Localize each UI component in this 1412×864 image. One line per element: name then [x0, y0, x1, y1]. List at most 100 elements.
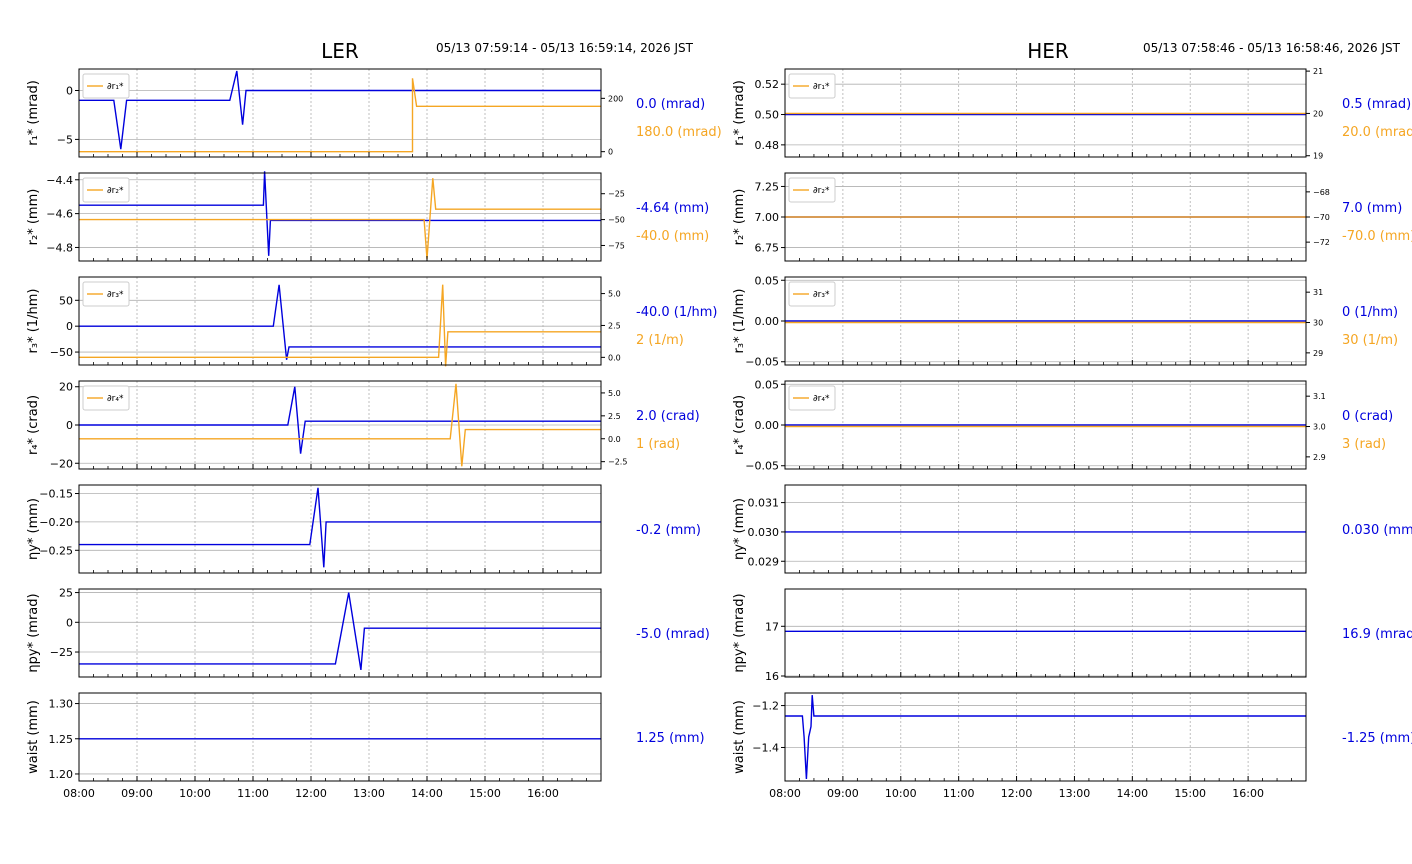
subplot-frame	[784, 692, 1307, 782]
legend-box	[82, 73, 130, 99]
y-axis-label: ηy* (mm)	[732, 498, 747, 560]
y2-tick-label: 21	[1313, 67, 1323, 76]
y-axis-label: r₄* (crad)	[732, 395, 747, 455]
subplot-frame	[78, 68, 602, 158]
y-tick-label: −50	[50, 346, 73, 359]
series-line-orange	[79, 78, 601, 153]
y-tick-label: 0	[66, 419, 73, 432]
current-value-orange: 20.0 (mrad)	[1342, 125, 1412, 140]
y-tick-label: 1.30	[49, 698, 74, 711]
x-tick-label: 12:00	[1001, 787, 1033, 800]
y-tick-label: −1.4	[752, 741, 779, 754]
y2-tick-label: 20	[1313, 109, 1323, 118]
current-value-blue: -1.25 (mm)	[1342, 731, 1412, 746]
y-tick-label: 0.52	[755, 78, 780, 91]
current-value-blue: 2.0 (crad)	[636, 409, 700, 424]
y-tick-label: 50	[59, 294, 73, 307]
y2-tick-label: 0	[608, 148, 613, 157]
x-tick-label: 13:00	[353, 787, 385, 800]
current-value-orange: 1 (rad)	[636, 437, 680, 452]
y2-tick-label: 3.1	[1313, 392, 1326, 401]
y-tick-label: −5	[57, 133, 73, 146]
y2-tick-label: 30	[1313, 319, 1323, 328]
series-line-blue	[79, 592, 601, 671]
y-tick-label: 0.00	[755, 315, 780, 328]
y-axis-label: ηpy* (mrad)	[26, 593, 41, 672]
series-line-orange	[79, 284, 601, 367]
series-line-blue	[79, 487, 601, 568]
y-tick-label: −0.05	[745, 356, 779, 369]
legend-box	[788, 73, 836, 99]
panel-title: HER	[1027, 39, 1069, 63]
x-tick-label: 08:00	[769, 787, 801, 800]
x-tick-label: 15:00	[1174, 787, 1206, 800]
y-tick-label: 0	[66, 616, 73, 629]
y-tick-label: −20	[50, 457, 73, 470]
y-tick-label: 17	[765, 620, 779, 633]
current-value-blue: 0.0 (mrad)	[636, 97, 705, 112]
current-value-orange: -70.0 (mm)	[1342, 229, 1412, 244]
subplot-frame	[784, 68, 1307, 158]
y2-tick-label: −50	[608, 216, 625, 225]
legend-label: ∂r₂*	[813, 186, 830, 196]
series-line-blue	[79, 284, 601, 360]
subplot-frame	[78, 588, 602, 678]
y-tick-label: −4.4	[46, 174, 73, 187]
y2-tick-label: 2.9	[1313, 453, 1326, 462]
x-tick-label: 09:00	[121, 787, 153, 800]
current-value-orange: 2 (1/m)	[636, 333, 684, 348]
legend-label: ∂r₃*	[107, 290, 124, 300]
legend-box	[82, 177, 130, 203]
subplot-frame	[78, 484, 602, 574]
y-tick-label: −0.25	[39, 544, 73, 557]
y-tick-label: 0.05	[755, 274, 780, 287]
y-tick-label: 0	[66, 320, 73, 333]
y-axis-label: r₄* (crad)	[26, 395, 41, 455]
y2-tick-label: −2.5	[608, 458, 627, 467]
y-axis-label: r₁* (mrad)	[26, 80, 41, 146]
series-line-blue	[79, 70, 601, 150]
y-tick-label: 25	[59, 587, 73, 600]
y-tick-label: −0.05	[745, 460, 779, 473]
subplot-frame	[78, 380, 602, 470]
x-tick-label: 16:00	[1232, 787, 1264, 800]
subplot-frame	[78, 172, 602, 262]
y2-tick-label: 5.0	[608, 290, 621, 299]
y-axis-label: r₂* (mm)	[732, 189, 747, 246]
x-tick-label: 16:00	[527, 787, 559, 800]
legend-label: ∂r₄*	[813, 394, 830, 404]
y-axis-label: r₂* (mm)	[26, 189, 41, 246]
y-tick-label: 0.00	[755, 419, 780, 432]
series-line-orange	[79, 383, 601, 467]
y-tick-label: 0.029	[748, 555, 780, 568]
legend-box	[82, 281, 130, 307]
panel-title: LER	[321, 39, 359, 63]
y-axis-label: waist (mm)	[732, 700, 747, 774]
x-tick-label: 14:00	[411, 787, 443, 800]
current-value-blue: 7.0 (mm)	[1342, 201, 1402, 216]
y2-tick-label: 29	[1313, 349, 1323, 358]
y2-tick-label: 2.5	[608, 412, 621, 421]
current-value-blue: -4.64 (mm)	[636, 201, 709, 216]
y-tick-label: 0.031	[748, 497, 780, 510]
x-tick-label: 11:00	[237, 787, 269, 800]
current-value-blue: 0 (1/hm)	[1342, 305, 1398, 320]
x-tick-label: 10:00	[885, 787, 917, 800]
y-tick-label: 0.50	[755, 109, 780, 122]
x-tick-label: 08:00	[63, 787, 95, 800]
y2-tick-label: 3.0	[1313, 423, 1326, 432]
current-value-blue: -0.2 (mm)	[636, 523, 701, 538]
time-range: 05/13 07:59:14 - 05/13 16:59:14, 2026 JS…	[436, 41, 694, 55]
y-tick-label: −0.15	[39, 488, 73, 501]
legend-label: ∂r₄*	[107, 394, 124, 404]
current-value-blue: 1.25 (mm)	[636, 731, 705, 746]
current-value-blue: 16.9 (mrad)	[1342, 627, 1412, 642]
x-tick-label: 10:00	[179, 787, 211, 800]
x-tick-label: 14:00	[1116, 787, 1148, 800]
y-tick-label: −0.20	[39, 516, 73, 529]
time-range: 05/13 07:58:46 - 05/13 16:58:46, 2026 JS…	[1143, 41, 1401, 55]
y-tick-label: 1.25	[49, 733, 74, 746]
legend-label: ∂r₁*	[813, 82, 830, 92]
y-axis-label: r₃* (1/hm)	[732, 289, 747, 354]
y2-tick-label: −70	[1313, 213, 1330, 222]
